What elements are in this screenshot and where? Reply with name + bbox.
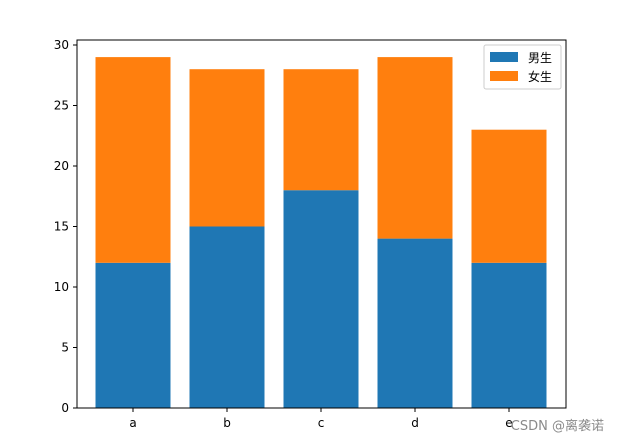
y-tick-label: 5 xyxy=(61,341,69,355)
y-tick-label: 0 xyxy=(61,401,69,415)
y-tick-label: 10 xyxy=(54,280,69,294)
x-tick-label-e: e xyxy=(505,416,512,430)
bar-series2-e xyxy=(471,129,547,263)
bar-series1-d xyxy=(377,238,453,408)
bar-series1-e xyxy=(471,262,547,408)
x-tick-label-b: b xyxy=(223,416,231,430)
y-tick-label: 30 xyxy=(54,38,69,52)
bars-layer xyxy=(95,57,547,408)
bar-series1-a xyxy=(95,262,171,408)
bar-series1-c xyxy=(283,190,359,408)
bar-series2-d xyxy=(377,57,453,239)
x-tick-label-c: c xyxy=(318,416,325,430)
watermark: CSDN @离袭诺 xyxy=(511,418,604,434)
x-tick-label-a: a xyxy=(129,416,136,430)
y-axis: 0 5 10 15 20 25 30 xyxy=(54,38,77,415)
legend-label-series1: 男生 xyxy=(528,51,552,65)
bar-series1-b xyxy=(189,226,265,408)
y-tick-label: 15 xyxy=(54,220,69,234)
bar-series2-b xyxy=(189,69,265,227)
y-tick-label: 20 xyxy=(54,159,69,173)
x-tick-label-d: d xyxy=(411,416,419,430)
bar-series2-a xyxy=(95,57,171,263)
bar-series2-c xyxy=(283,69,359,191)
legend-label-series2: 女生 xyxy=(528,69,552,84)
legend-swatch-series1 xyxy=(490,52,518,62)
legend-swatch-series2 xyxy=(490,71,518,81)
x-axis: a b c d e xyxy=(129,408,513,430)
y-tick-label: 25 xyxy=(54,99,69,113)
